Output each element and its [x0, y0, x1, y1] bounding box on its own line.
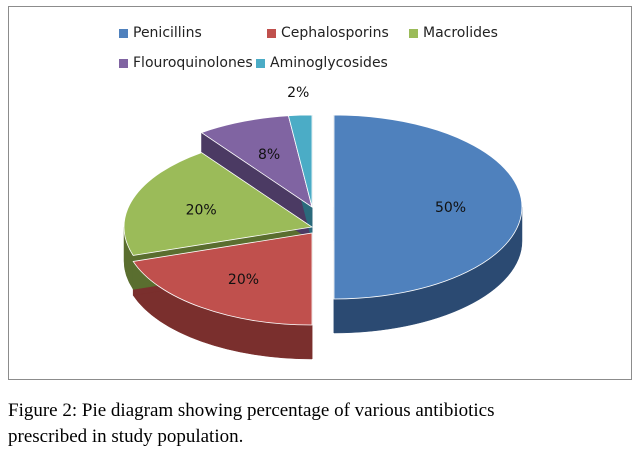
legend-swatch-penicillins [119, 28, 128, 38]
pie-slice-flouroquinolones [200, 115, 313, 208]
pie-slice-aminoglycosides [287, 114, 313, 208]
pie-slice-cephalosporins [132, 232, 313, 326]
legend-label-aminoglycosides: Aminoglycosides [270, 55, 388, 71]
pie-chart: 50% 20% 20% 8% 2% [123, 85, 523, 360]
legend-item-aminoglycosides: Aminoglycosides [256, 55, 388, 71]
caption-line-1: Figure 2: Pie diagram showing percentage… [8, 400, 495, 421]
data-label-aminoglycosides: 2% [287, 85, 309, 101]
legend-swatch-cephalosporins [267, 28, 276, 38]
legend-swatch-aminoglycosides [256, 58, 265, 68]
pie-slice-macrolides [123, 152, 314, 256]
legend-item-penicillins: Penicillins [119, 25, 202, 41]
legend-item-flouroquinolones: Flouroquinolones [119, 55, 253, 71]
legend-label-penicillins: Penicillins [133, 25, 202, 41]
data-label-penicillins: 50% [435, 200, 466, 216]
legend-item-cephalosporins: Cephalosporins [267, 25, 389, 41]
data-label-cephalosporins: 20% [228, 272, 259, 288]
legend-item-macrolides: Macrolides [409, 25, 498, 41]
legend-label-flouroquinolones: Flouroquinolones [133, 55, 253, 71]
data-label-flouroquinolones: 8% [258, 147, 280, 163]
legend-swatch-flouroquinolones [119, 58, 128, 68]
data-label-macrolides: 20% [186, 202, 217, 218]
legend-label-macrolides: Macrolides [423, 25, 498, 41]
pie-slice-penicillins [333, 114, 523, 300]
figure-caption: Figure 2: Pie diagram showing percentage… [8, 398, 628, 450]
legend-label-cephalosporins: Cephalosporins [281, 25, 389, 41]
caption-line-2: prescribed in study population. [8, 426, 244, 447]
chart-area: Penicillins Cephalosporins Macrolides Fl… [8, 6, 632, 380]
legend-swatch-macrolides [409, 28, 418, 38]
chart-legend: Penicillins Cephalosporins Macrolides Fl… [9, 7, 633, 87]
